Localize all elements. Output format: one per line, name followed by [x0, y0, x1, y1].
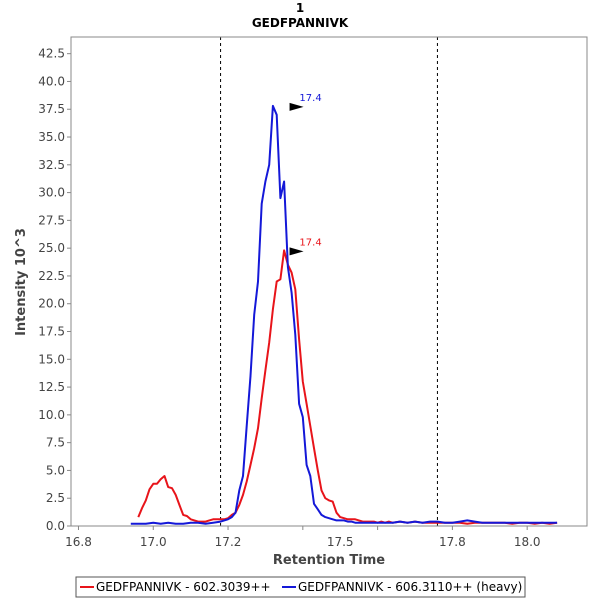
y-tick-label: 2.5 [46, 491, 65, 505]
peak-marker-heavy [289, 102, 304, 111]
legend-box [75, 576, 526, 598]
y-tick-label: 37.5 [38, 102, 65, 116]
peak-label-light: 17.4 [299, 237, 321, 248]
x-tick-label: 17.2 [215, 535, 242, 549]
y-tick-label: 7.5 [46, 436, 65, 450]
x-tick-label: 18.0 [514, 535, 541, 549]
peak-annotations: 17.4 17.4 [289, 93, 322, 256]
y-tick-label: 35.0 [38, 130, 65, 144]
series-line-light [137, 249, 558, 525]
y-tick-label: 10.0 [38, 408, 65, 422]
y-tick-label: 40.0 [38, 74, 65, 88]
plot-area-frame [70, 36, 588, 527]
y-tick-label: 22.5 [38, 269, 65, 283]
x-tick-label: 17.8 [439, 535, 466, 549]
y-tick-label: 30.0 [38, 186, 65, 200]
y-tick-label: 12.5 [38, 380, 65, 394]
peak-label-heavy: 17.4 [299, 93, 321, 104]
y-tick-label: 15.0 [38, 352, 65, 366]
y-tick-label: 17.5 [38, 325, 65, 339]
y-tick-label: 20.0 [38, 297, 65, 311]
y-tick-label: 0.0 [46, 519, 65, 533]
legend-label-heavy: GEDFPANNIVK - 606.3110++ (heavy) [298, 580, 522, 594]
x-axis-title: Retention Time [273, 553, 385, 568]
y-tick-label: 5.0 [46, 463, 65, 477]
y-tick-label: 32.5 [38, 158, 65, 172]
x-tick-label: 16.8 [65, 535, 92, 549]
y-axis: 0.0 2.5 5.0 7.5 10.0 12.5 15.0 17.5 20.0 22.5 25.0… [38, 47, 71, 533]
chart-subtitle: GEDFPANNIVK [252, 16, 349, 30]
legend: GEDFPANNIVK - 602.3039++ GEDFPANNIVK - 6… [75, 576, 526, 598]
x-tick-label: 17.5 [327, 535, 354, 549]
y-tick-label: 27.5 [38, 213, 65, 227]
y-tick-label: 42.5 [38, 47, 65, 61]
series-line-heavy [130, 104, 558, 525]
peak-marker-light [289, 247, 304, 256]
chart-title: 1 [296, 1, 304, 15]
x-tick-label: 17.0 [140, 535, 167, 549]
series-group [130, 104, 558, 525]
y-tick-label: 25.0 [38, 241, 65, 255]
legend-label-light: GEDFPANNIVK - 602.3039++ [96, 580, 271, 594]
y-axis-title: Intensity 10^3 [14, 228, 29, 336]
x-axis: 16.8 17.0 17.2 17.5 17.8 18.0 [65, 526, 541, 549]
